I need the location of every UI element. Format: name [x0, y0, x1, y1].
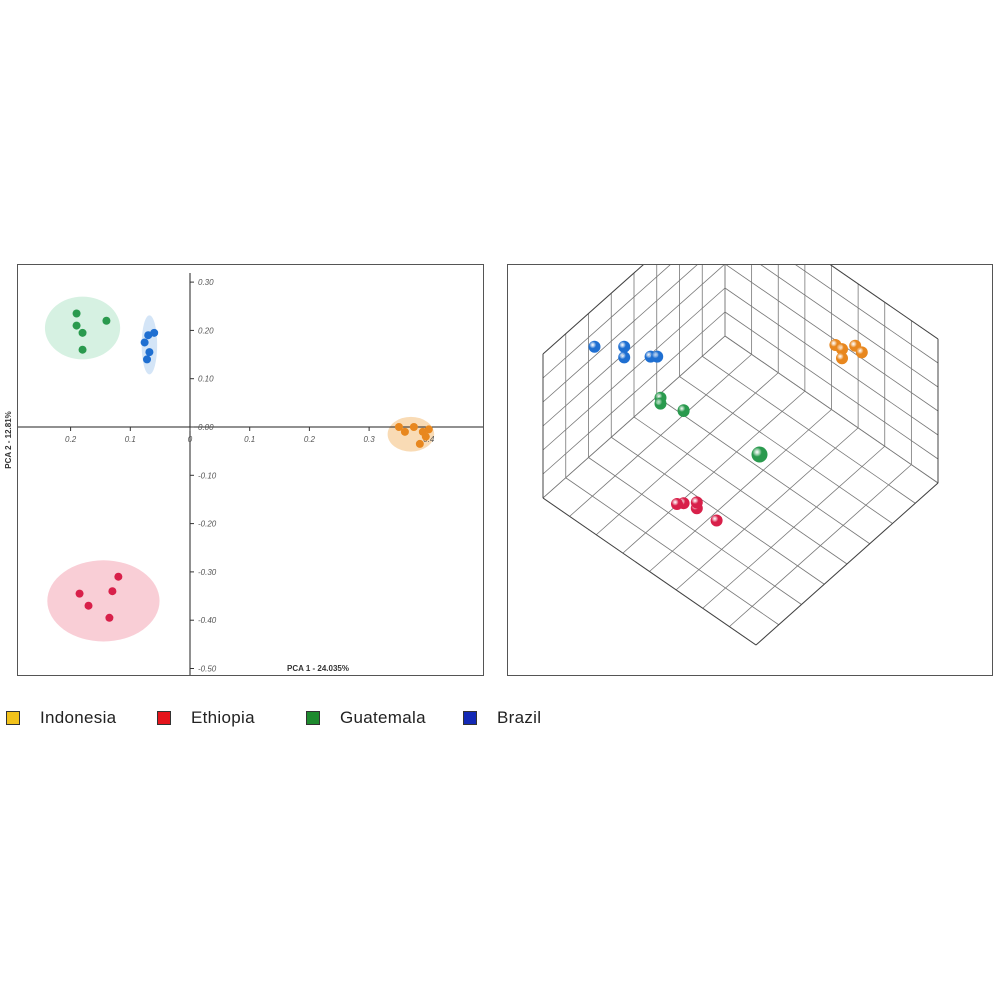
y-tick-label: 0.00	[198, 423, 214, 432]
pca-2d-plot: 0.2 0.1 0 0.1 0.2 0.3 0.40.300.200.100.00-0.10…	[18, 273, 483, 675]
back-wall-grid-line	[542, 335, 726, 499]
x-tick-label: 0.3	[364, 435, 376, 444]
back-wall-grid-line	[542, 263, 726, 427]
back-wall-grid-line	[542, 311, 726, 475]
point-brazil	[140, 338, 149, 347]
y-tick-label: -0.30	[198, 568, 217, 577]
axes: 0.2 0.1 0 0.1 0.2 0.3 0.40.300.200.100.00-0.10…	[18, 273, 483, 675]
y-axis-label-holder: PCA 2 - 12.81%	[4, 411, 13, 469]
point-3d-brazil	[651, 350, 664, 363]
point-guatemala	[78, 328, 87, 337]
x-tick-label: 0.4	[423, 435, 435, 444]
legend-swatch-indonesia	[6, 711, 20, 725]
y-tick-label: 0.10	[198, 375, 214, 384]
pca-2d-panel: 0.2 0.1 0 0.1 0.2 0.3 0.4 0.30 0.20 0.10 0.00 -0.10…	[17, 264, 484, 676]
point-3d-guatemala	[654, 397, 667, 410]
side-wall-grid-line	[724, 239, 939, 388]
x-tick-label: 0.1	[125, 435, 136, 444]
legend-swatch-brazil	[463, 711, 477, 725]
point-guatemala	[72, 321, 81, 330]
point-guatemala	[72, 309, 81, 318]
wireframe-grid	[542, 191, 939, 646]
point-indonesia	[415, 439, 424, 448]
x-tick-label: 0.2	[65, 435, 77, 444]
point-3d-brazil	[618, 351, 631, 364]
point-brazil	[145, 348, 154, 357]
box-edge	[542, 497, 757, 646]
floor-grid-line	[569, 354, 752, 517]
ellipse-ethiopia	[47, 560, 160, 642]
x-axis-label: PCA 1 - 24.035%	[287, 664, 349, 673]
point-3d-guatemala	[677, 404, 690, 417]
point-ethiopia	[84, 601, 93, 610]
y-tick-label: 0.20	[198, 326, 214, 335]
legend-item-ethiopia: Ethiopia	[157, 704, 255, 732]
confidence-ellipses	[44, 296, 435, 642]
pca-3d-plot	[542, 191, 939, 646]
point-indonesia	[394, 423, 403, 431]
legend-label-brazil: Brazil	[497, 708, 542, 727]
legend-item-indonesia: Indonesia	[6, 704, 116, 732]
x-tick-label: 0.2	[304, 435, 316, 444]
point-guatemala	[102, 316, 111, 325]
y-tick-label: -0.10	[198, 471, 217, 480]
point-indonesia	[400, 427, 409, 436]
legend-label-ethiopia: Ethiopia	[191, 708, 255, 727]
point-3d-guatemala	[751, 446, 768, 463]
floor-grid-line	[649, 409, 832, 572]
y-tick-label: -0.50	[198, 665, 217, 674]
data-points	[72, 309, 433, 622]
box-edge	[755, 482, 939, 646]
legend-swatch-ethiopia	[157, 711, 171, 725]
floor-grid-line	[595, 372, 779, 536]
legend-label-guatemala: Guatemala	[340, 708, 426, 727]
y-tick-label: -0.20	[198, 520, 217, 529]
x-tick-label: 0	[188, 435, 193, 444]
y-tick-label: -0.40	[198, 616, 217, 625]
point-indonesia	[421, 432, 430, 441]
point-ethiopia	[114, 572, 123, 581]
legend-label-indonesia: Indonesia	[40, 708, 117, 727]
point-ethiopia	[105, 613, 114, 622]
point-guatemala	[78, 345, 87, 354]
y-tick-label: 0.30	[198, 278, 214, 287]
point-3d-indonesia	[836, 343, 848, 356]
legend-item-brazil: Brazil	[463, 704, 541, 732]
legend-swatch-guatemala	[306, 711, 320, 725]
point-3d-ethiopia	[690, 496, 703, 509]
point-indonesia	[424, 425, 433, 434]
pca-3d-panel	[507, 191, 993, 676]
point-ethiopia	[75, 589, 84, 598]
point-indonesia	[409, 423, 418, 431]
point-3d-indonesia	[836, 352, 848, 365]
ellipse-guatemala	[44, 296, 121, 360]
side-wall-grid-line	[724, 335, 939, 484]
y-axis-label: PCA 2 - 12.81%	[4, 411, 13, 469]
data-points-3d	[588, 339, 868, 527]
back-wall-grid-line	[542, 287, 726, 451]
point-3d-ethiopia	[710, 514, 723, 527]
point-brazil	[144, 331, 153, 340]
point-3d-brazil	[618, 340, 631, 353]
point-3d-brazil	[588, 340, 601, 353]
side-wall-grid-line	[724, 311, 939, 460]
point-3d-ethiopia	[671, 498, 683, 510]
floor-grid-line	[622, 390, 806, 554]
side-wall-grid-line	[724, 263, 939, 412]
point-brazil	[143, 355, 152, 364]
floor-grid-line	[656, 396, 870, 545]
x-tick-label: 0.1	[244, 435, 255, 444]
floor-grid-line	[679, 376, 893, 524]
back-wall-grid-line	[542, 239, 726, 403]
floor-grid-line	[702, 355, 916, 504]
point-ethiopia	[108, 587, 117, 596]
side-wall-grid-line	[724, 287, 939, 436]
legend-item-guatemala: Guatemala	[306, 704, 426, 732]
legend: Indonesia Ethiopia Guatemala Brazil	[0, 704, 1000, 734]
point-3d-indonesia	[855, 346, 868, 359]
